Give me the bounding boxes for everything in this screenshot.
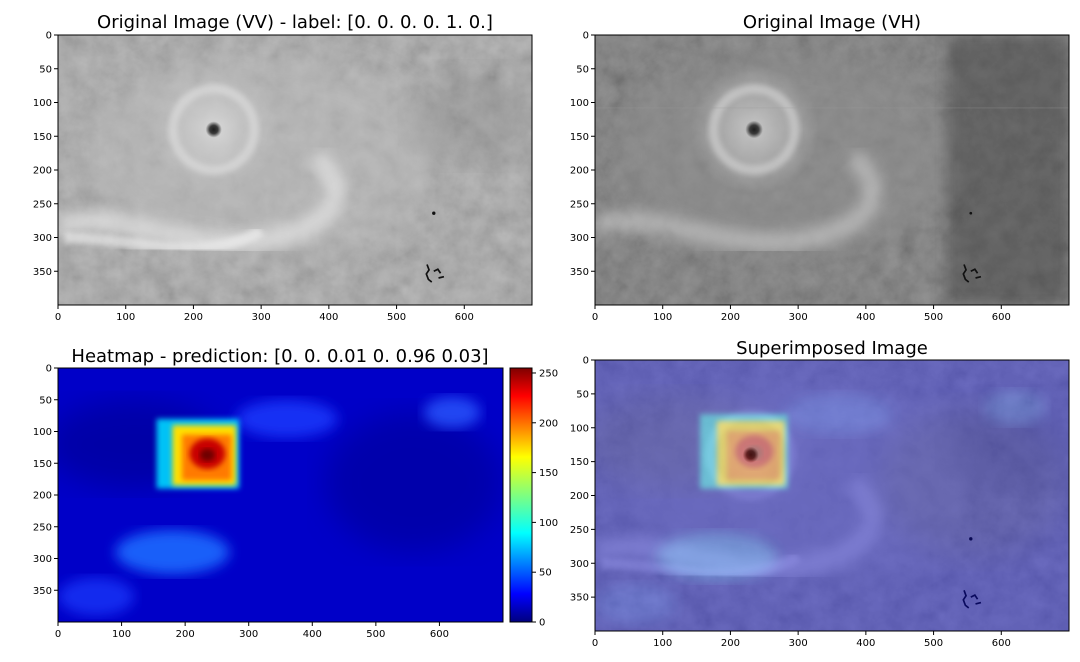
x-tick-label: 400	[303, 629, 322, 640]
x-tick-label: 600	[992, 312, 1011, 323]
colorbar-tick-label: 0	[539, 618, 545, 629]
vv-image	[58, 35, 532, 305]
y-tick-label: 250	[570, 525, 589, 536]
panel-heatmap-axes: 0 100 200 300 400 500 600 0 50 100 150 200 250 300 350	[33, 364, 449, 641]
colorbar	[509, 367, 533, 623]
x-tick-label: 500	[366, 629, 385, 640]
y-tick-label: 100	[33, 427, 52, 438]
superimposed-image	[581, 360, 1069, 631]
y-tick-label: 200	[33, 166, 52, 177]
y-tick-label: 350	[33, 586, 52, 597]
colorbar-tick-label: 150	[539, 468, 558, 479]
x-tick-label: 600	[992, 638, 1011, 649]
x-tick-label: 200	[176, 629, 195, 640]
x-tick-label: 200	[721, 638, 740, 649]
x-tick-label: 100	[653, 638, 672, 649]
y-tick-label: 300	[570, 559, 589, 570]
y-tick-label: 150	[570, 132, 589, 143]
panel-heatmap: Heatmap - prediction: [0. 0. 0.01 0. 0.9…	[33, 346, 558, 640]
x-tick-label: 0	[592, 638, 598, 649]
x-tick-label: 0	[55, 312, 61, 323]
x-tick-label: 300	[252, 312, 271, 323]
panel-vv: Original Image (VV) - label: [0. 0. 0. 0…	[33, 12, 533, 324]
x-tick-label: 100	[112, 629, 131, 640]
x-tick-label: 500	[387, 312, 406, 323]
x-tick-label: 200	[184, 312, 203, 323]
y-tick-label: 250	[33, 522, 52, 533]
y-tick-label: 100	[570, 423, 589, 434]
colorbar-tick-label: 50	[539, 568, 552, 579]
y-tick-label: 50	[576, 389, 589, 400]
x-tick-label: 0	[592, 312, 598, 323]
colorbar-ticks: 0 50 100 150 200 250	[532, 368, 558, 629]
panel-vh-axes: 0 100 200 300 400 500 600 0 50 100 150 200 250 300 350	[570, 31, 1011, 324]
y-tick-label: 100	[570, 98, 589, 109]
x-tick-label: 500	[924, 312, 943, 323]
x-tick-label: 0	[55, 629, 61, 640]
x-tick-label: 400	[319, 312, 338, 323]
y-tick-label: 0	[46, 364, 52, 375]
y-tick-label: 150	[33, 132, 52, 143]
panel-superimposed-axes: 0 100 200 300 400 500 600 0 50 100 150 200 250 300 350	[570, 356, 1011, 650]
x-tick-label: 100	[116, 312, 135, 323]
y-tick-label: 350	[570, 593, 589, 604]
y-tick-label: 350	[33, 267, 52, 278]
panel-vv-axes: 0 100 200 300 400 500 600 0 50 100 150 200 250 300 350	[33, 31, 474, 324]
x-tick-label: 400	[856, 638, 875, 649]
vh-image	[595, 35, 1069, 305]
panel-superimposed-title: Superimposed Image	[736, 338, 928, 359]
y-tick-label: 250	[570, 199, 589, 210]
x-tick-label: 100	[653, 312, 672, 323]
x-tick-label: 500	[924, 638, 943, 649]
y-tick-label: 350	[570, 267, 589, 278]
y-tick-label: 200	[570, 491, 589, 502]
y-tick-label: 200	[33, 491, 52, 502]
y-tick-label: 150	[570, 457, 589, 468]
y-tick-label: 50	[39, 64, 52, 75]
y-tick-label: 200	[570, 166, 589, 177]
panel-superimposed: Superimposed Image 0 100 200 300 400 500 600 0 5…	[570, 338, 1070, 650]
x-tick-label: 200	[721, 312, 740, 323]
x-tick-label: 600	[455, 312, 474, 323]
x-tick-label: 600	[430, 629, 449, 640]
panel-vv-title: Original Image (VV) - label: [0. 0. 0. 0…	[97, 12, 493, 33]
y-tick-label: 50	[39, 395, 52, 406]
panel-vh-title: Original Image (VH)	[743, 12, 921, 33]
colorbar-tick-label: 100	[539, 518, 558, 529]
y-tick-label: 300	[33, 233, 52, 244]
heatmap-image	[45, 368, 503, 622]
x-tick-label: 300	[789, 638, 808, 649]
y-tick-label: 300	[33, 554, 52, 565]
y-tick-label: 300	[570, 233, 589, 244]
y-tick-label: 0	[583, 356, 589, 367]
y-tick-label: 0	[583, 31, 589, 42]
x-tick-label: 400	[856, 312, 875, 323]
x-tick-label: 300	[239, 629, 258, 640]
colorbar-tick-label: 200	[539, 418, 558, 429]
colorbar-tick-label: 250	[539, 368, 558, 379]
y-tick-label: 250	[33, 199, 52, 210]
y-tick-label: 50	[576, 64, 589, 75]
x-tick-label: 300	[789, 312, 808, 323]
y-tick-label: 0	[46, 31, 52, 42]
panel-heatmap-title: Heatmap - prediction: [0. 0. 0.01 0. 0.9…	[71, 346, 488, 367]
panel-vh: Original Image (VH) 0 100 200 300 400 500 6000…	[570, 12, 1070, 324]
y-tick-label: 100	[33, 98, 52, 109]
y-tick-label: 150	[33, 459, 52, 470]
